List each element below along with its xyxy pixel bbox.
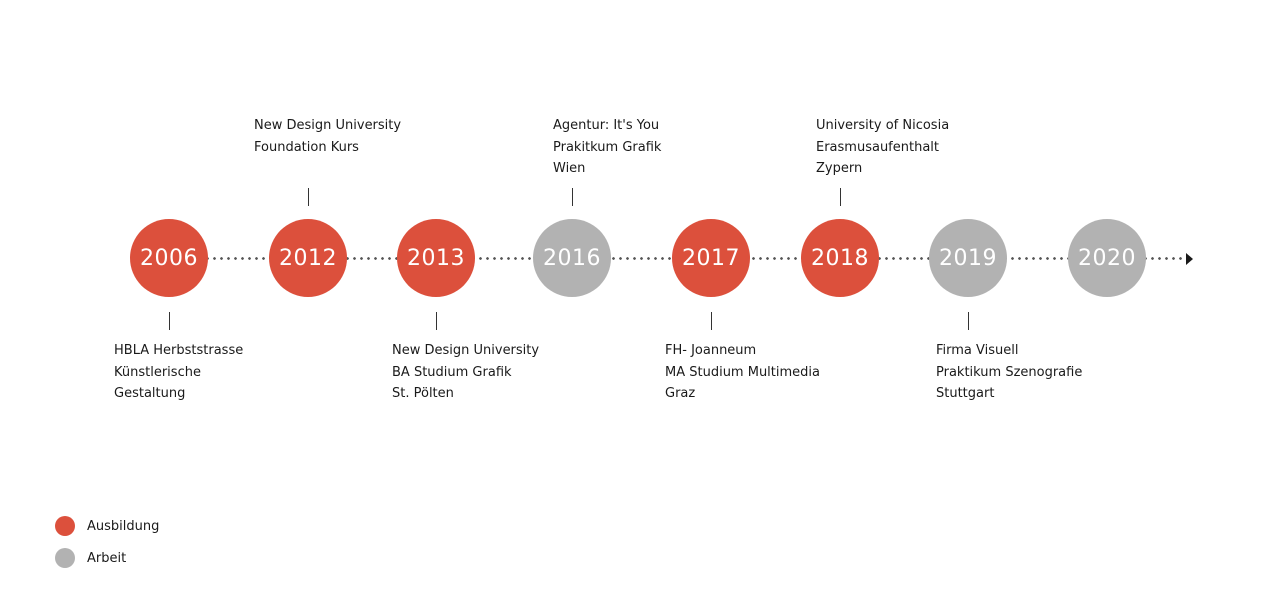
timeline-node-2018: 2018 [801, 219, 879, 297]
entry-title: New Design University [254, 118, 402, 133]
connector-tick [711, 312, 712, 330]
legend-dot-icon [55, 516, 75, 536]
entry-detail: Gestaltung [114, 386, 186, 401]
connector-tick [572, 188, 573, 206]
entry-title: Agentur: It's You [553, 118, 660, 133]
entry-detail: Foundation Kurs [254, 139, 359, 155]
timeline-node-2020: 2020 [1068, 219, 1146, 297]
entry-detail: Wien [553, 161, 586, 176]
timeline-node-2016: 2016 [533, 219, 611, 297]
connector-tick [308, 188, 309, 206]
entry-detail: Graz [665, 386, 696, 401]
timeline-entry-label: Firma Visuell Praktikum Szenografie Stuttg… [936, 340, 1082, 405]
entry-detail: Praktikum Szenografie [936, 364, 1083, 380]
timeline-entry-label: FH- Joanneum MA Studium Multimedia Graz [665, 340, 820, 405]
timeline-node-2017: 2017 [672, 219, 750, 297]
entry-title: Firma Visuell [936, 343, 1019, 358]
timeline-node-2006: 2006 [130, 219, 208, 297]
timeline-entry-label: Agentur: It's You Prakitkum Grafik Wien [553, 115, 661, 180]
entry-detail: Stuttgart [936, 386, 995, 401]
timeline-entry-label: New Design University Foundation Kurs [254, 115, 401, 158]
entry-detail: Erasmusaufenthalt [816, 139, 940, 155]
entry-title: New Design University [392, 343, 540, 358]
legend-item-arbeit: Arbeit [55, 548, 126, 568]
timeline-node-2012: 2012 [269, 219, 347, 297]
entry-title: HBLA Herbststrasse [114, 343, 244, 358]
timeline-entry-label: University of Nicosia Erasmusaufenthalt Zy… [816, 115, 949, 180]
connector-tick [968, 312, 969, 330]
legend-label: Arbeit [87, 550, 127, 566]
connector-tick [169, 312, 170, 330]
connector-tick [436, 312, 437, 330]
connector-tick [840, 188, 841, 206]
entry-detail: Künstlerische [114, 364, 201, 380]
timeline-arrow-icon [1186, 253, 1193, 265]
legend-item-ausbildung: Ausbildung [55, 516, 159, 536]
legend-label: Ausbildung [87, 518, 160, 534]
timeline-entry-label: HBLA Herbststrasse Künstlerische Gestaltun… [114, 340, 243, 405]
entry-detail: St. Pölten [392, 386, 454, 401]
timeline-entry-label: New Design University BA Studium Grafik St… [392, 340, 539, 405]
entry-detail: Prakitkum Grafik [553, 139, 662, 155]
timeline-node-2013: 2013 [397, 219, 475, 297]
legend-dot-icon [55, 548, 75, 568]
timeline-node-2019: 2019 [929, 219, 1007, 297]
entry-detail: BA Studium Grafik [392, 364, 512, 380]
entry-detail: Zypern [816, 161, 863, 176]
entry-title: FH- Joanneum [665, 343, 757, 358]
entry-detail: MA Studium Multimedia [665, 364, 820, 380]
entry-title: University of Nicosia [816, 118, 950, 133]
